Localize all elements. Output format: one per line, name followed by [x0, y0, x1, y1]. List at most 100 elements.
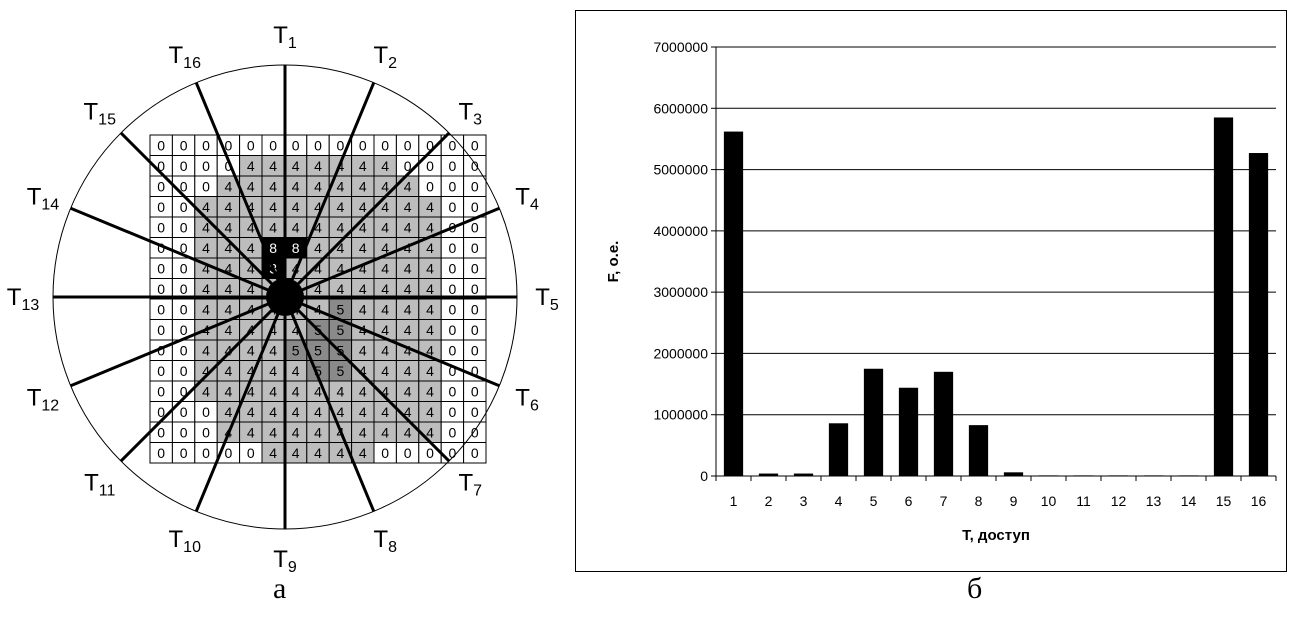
bar-7 [933, 371, 954, 476]
grid-cell-value: 0 [180, 199, 188, 215]
grid-cell-value: 4 [269, 425, 277, 441]
grid-cell-value: 4 [247, 158, 255, 174]
grid-cell-value: 4 [381, 384, 389, 400]
grid-cell-value: 4 [292, 363, 300, 379]
x-tick-label: 9 [1010, 493, 1018, 509]
grid-cell-value: 0 [202, 138, 210, 154]
grid-cell-value: 4 [404, 322, 412, 338]
grid-cell-value: 0 [180, 138, 188, 154]
grid-cell-value: 0 [157, 363, 165, 379]
grid-cell-value: 4 [269, 343, 277, 359]
direction-ray-12 [70, 295, 286, 388]
grid-cell-value: 4 [404, 302, 412, 318]
grid-cell-value: 4 [314, 199, 322, 215]
grid-cell-value: 4 [247, 220, 255, 236]
grid-cell-value: 0 [157, 199, 165, 215]
grid-cell-value: 0 [381, 138, 389, 154]
grid-cell-value: 0 [449, 240, 457, 256]
grid-cell-value: 4 [337, 384, 345, 400]
y-tick-label: 1000000 [653, 407, 708, 423]
grid-cell-value: 4 [381, 404, 389, 420]
grid-cell-value: 4 [381, 343, 389, 359]
grid-cell-value: 4 [292, 220, 300, 236]
x-tick-label: 10 [1041, 493, 1057, 509]
grid-cell-value: 4 [381, 261, 389, 277]
grid-cell-value: 0 [180, 404, 188, 420]
grid-cell-value: 0 [202, 179, 210, 195]
grid-cell-value: 4 [381, 425, 389, 441]
grid-cell-value: 4 [426, 261, 434, 277]
grid-cell-value: 0 [157, 138, 165, 154]
grid-cell-value: 0 [269, 138, 277, 154]
grid-cell-value: 0 [180, 425, 188, 441]
grid-cell-value: 0 [381, 445, 389, 461]
x-tick-label: 7 [940, 493, 948, 509]
direction-label-11: T11 [84, 469, 115, 499]
grid-cell-value: 4 [426, 240, 434, 256]
grid-cell-value: 0 [157, 404, 165, 420]
grid-cell-value: 4 [225, 220, 233, 236]
grid-cell-value: 4 [225, 199, 233, 215]
x-tick-label: 15 [1216, 493, 1232, 509]
grid-cell-value: 4 [269, 384, 277, 400]
grid-cell-value: 4 [337, 220, 345, 236]
grid-cell-value: 4 [404, 343, 412, 359]
grid-cell-value: 4 [381, 240, 389, 256]
grid-cell-value: 4 [359, 363, 367, 379]
grid-cell-value: 5 [314, 343, 322, 359]
direction-ray-3 [283, 131, 451, 299]
grid-cell-value: 4 [404, 199, 412, 215]
grid-cell-value: 0 [426, 179, 434, 195]
grid-cell-value: 0 [449, 281, 457, 297]
direction-ray-11 [119, 295, 287, 463]
grid-cell-value: 4 [426, 281, 434, 297]
grid-cell-value: 4 [247, 404, 255, 420]
grid-cell-value: 4 [292, 384, 300, 400]
grid-cell-value: 4 [426, 363, 434, 379]
bar-5 [863, 368, 884, 476]
grid-cell-value: 0 [471, 261, 479, 277]
grid-cell-value: 4 [269, 404, 277, 420]
bar-6 [898, 387, 919, 476]
x-tick-label: 6 [905, 493, 913, 509]
grid-cell-value: 0 [202, 158, 210, 174]
direction-label-16: T16 [169, 42, 202, 72]
x-tick-label: 8 [975, 493, 983, 509]
grid-cell-value: 0 [157, 220, 165, 236]
grid-cell-value: 4 [381, 363, 389, 379]
grid-cell-value: 5 [292, 343, 300, 359]
grid-cell-value: 0 [157, 384, 165, 400]
grid-cell-value: 4 [225, 179, 233, 195]
bar-chart: 0 1000000 2000000 3000000 4000000 5000000 6000… [605, 39, 1277, 544]
grid-cell-value: 4 [359, 199, 367, 215]
grid-cell-value: 0 [404, 158, 412, 174]
x-tick-label: 5 [870, 493, 878, 509]
grid-cell-value: 4 [404, 240, 412, 256]
caption-b: б [967, 572, 983, 605]
panel-b: 0 1000000 2000000 3000000 4000000 5000000 6000… [575, 10, 1287, 572]
grid-cell-value: 0 [157, 425, 165, 441]
grid-cell-value: 4 [404, 281, 412, 297]
grid-cell-value: 4 [359, 343, 367, 359]
grid-cell-value: 4 [359, 158, 367, 174]
grid-cell-value: 0 [471, 302, 479, 318]
grid-cell-value: 0 [157, 261, 165, 277]
grid-cell-value: 4 [202, 220, 210, 236]
grid-cell-value: 5 [337, 322, 345, 338]
grid-cell-value: 5 [337, 363, 345, 379]
direction-ray-15 [119, 131, 287, 299]
grid-cell-value: 4 [225, 384, 233, 400]
grid-cell-value: 4 [426, 404, 434, 420]
direction-diagram: 0000000000000000000444444400000004444444… [7, 22, 559, 576]
grid-cell-value: 4 [359, 281, 367, 297]
grid-cell-value: 4 [269, 179, 277, 195]
grid-cell-value: 0 [471, 425, 479, 441]
grid-cell-value: 4 [247, 261, 255, 277]
grid-cell-value: 4 [381, 302, 389, 318]
grid-cell-value: 4 [225, 343, 233, 359]
grid-cell-value: 4 [359, 220, 367, 236]
grid-cell-value: 0 [404, 445, 412, 461]
grid-cell-value: 4 [314, 158, 322, 174]
bar-2 [758, 473, 779, 476]
grid-cell-value: 4 [247, 384, 255, 400]
